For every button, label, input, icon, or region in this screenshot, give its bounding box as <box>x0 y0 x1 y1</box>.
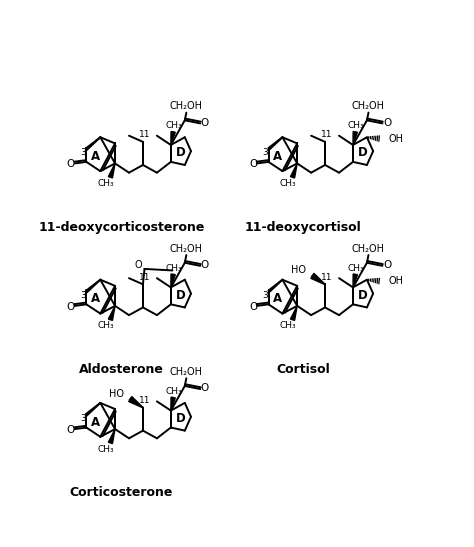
Text: CH₃: CH₃ <box>98 322 114 330</box>
Text: CH₂OH: CH₂OH <box>170 101 203 112</box>
Text: CH₃: CH₃ <box>348 264 365 272</box>
Text: A: A <box>273 293 283 305</box>
Text: CH₂OH: CH₂OH <box>170 367 203 377</box>
Text: O: O <box>67 425 75 435</box>
Text: O: O <box>67 159 75 169</box>
Text: 3: 3 <box>263 290 268 300</box>
Text: Aldosterone: Aldosterone <box>79 363 164 376</box>
Text: A: A <box>91 150 100 163</box>
Text: CH₂OH: CH₂OH <box>352 101 385 112</box>
Text: 11-deoxycortisol: 11-deoxycortisol <box>245 221 362 234</box>
Text: D: D <box>176 146 186 159</box>
Text: 11-deoxycorticosterone: 11-deoxycorticosterone <box>38 221 204 234</box>
Text: A: A <box>273 150 283 163</box>
Polygon shape <box>109 164 115 178</box>
Text: 3: 3 <box>81 414 86 423</box>
Text: CH₂OH: CH₂OH <box>170 244 203 254</box>
Text: 11: 11 <box>139 396 150 405</box>
Text: O: O <box>383 260 391 270</box>
Polygon shape <box>353 131 357 145</box>
Text: 3: 3 <box>263 148 268 157</box>
Text: D: D <box>358 146 368 159</box>
Text: 11: 11 <box>321 273 332 282</box>
Text: O: O <box>67 301 75 312</box>
Text: O: O <box>135 260 142 270</box>
Text: O: O <box>383 118 391 127</box>
Text: O: O <box>249 159 257 169</box>
Text: Corticosterone: Corticosterone <box>70 486 173 499</box>
Text: OH: OH <box>389 134 404 144</box>
Text: A: A <box>91 293 100 305</box>
Text: O: O <box>201 118 209 127</box>
Text: O: O <box>249 301 257 312</box>
Polygon shape <box>311 274 325 284</box>
Polygon shape <box>109 306 115 321</box>
Polygon shape <box>171 274 175 287</box>
Polygon shape <box>291 164 297 178</box>
Text: O: O <box>201 260 209 270</box>
Text: CH₂OH: CH₂OH <box>352 244 385 254</box>
Text: HO: HO <box>109 389 124 399</box>
Text: CH₃: CH₃ <box>165 121 182 130</box>
Text: A: A <box>91 416 100 429</box>
Text: D: D <box>176 412 186 425</box>
Text: 11: 11 <box>139 273 150 282</box>
Text: 11: 11 <box>139 130 150 139</box>
Text: CH₃: CH₃ <box>98 445 114 453</box>
Text: CH₃: CH₃ <box>348 121 365 130</box>
Text: 3: 3 <box>81 290 86 300</box>
Text: CH₃: CH₃ <box>165 387 182 396</box>
Text: 11: 11 <box>321 130 332 139</box>
Text: 3: 3 <box>81 148 86 157</box>
Polygon shape <box>171 397 175 411</box>
Polygon shape <box>109 429 115 444</box>
Polygon shape <box>171 131 175 145</box>
Text: D: D <box>176 289 186 301</box>
Text: CH₃: CH₃ <box>165 264 182 272</box>
Text: Cortisol: Cortisol <box>276 363 330 376</box>
Text: HO: HO <box>292 265 307 276</box>
Text: OH: OH <box>389 276 404 286</box>
Polygon shape <box>353 274 357 287</box>
Polygon shape <box>291 306 297 321</box>
Text: O: O <box>201 383 209 393</box>
Text: CH₃: CH₃ <box>280 322 296 330</box>
Polygon shape <box>129 397 143 408</box>
Text: CH₃: CH₃ <box>280 179 296 188</box>
Text: D: D <box>358 289 368 301</box>
Text: CH₃: CH₃ <box>98 179 114 188</box>
